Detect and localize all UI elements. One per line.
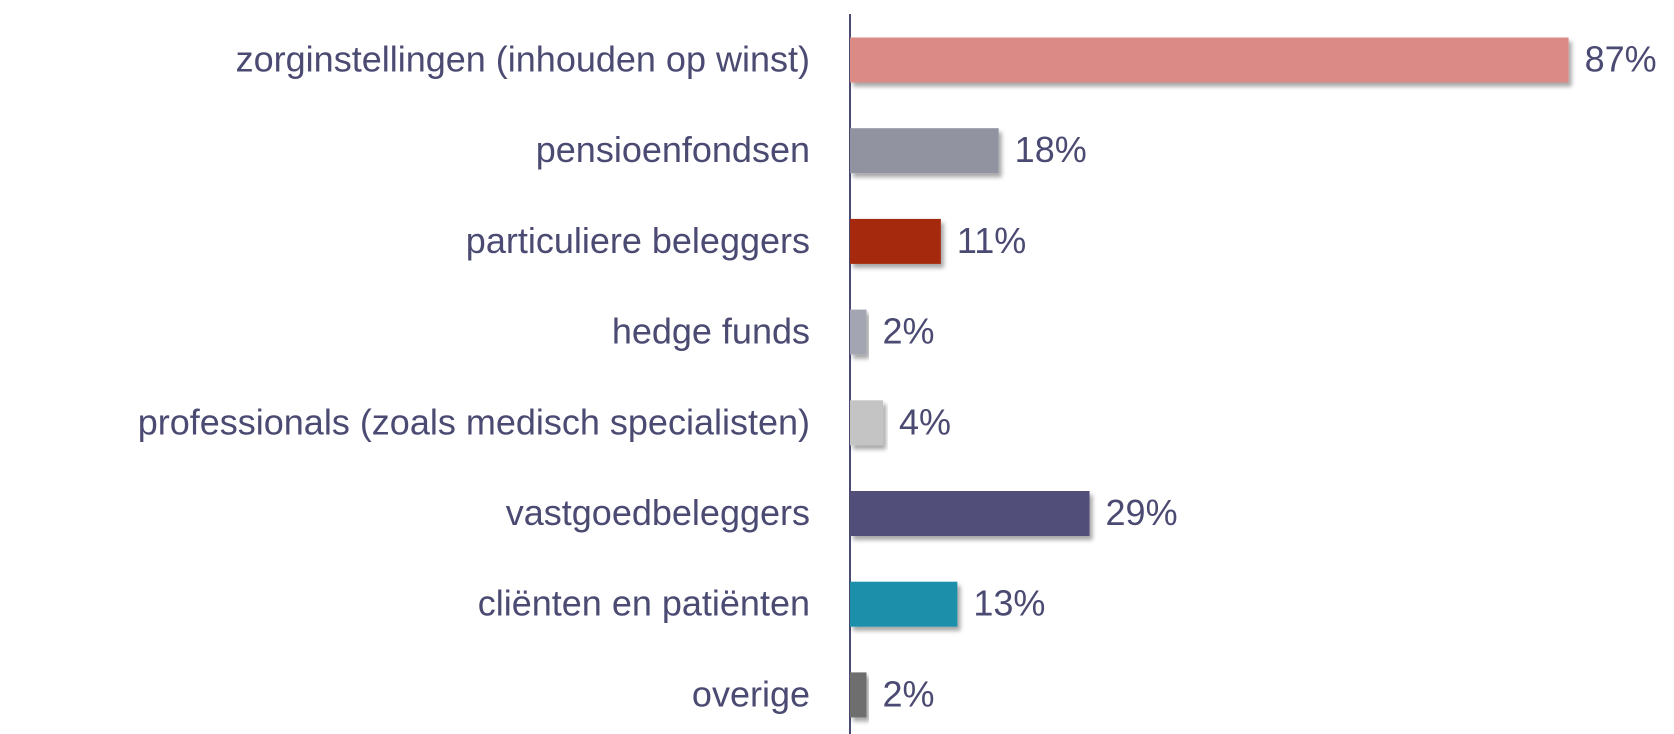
bar xyxy=(850,672,867,718)
value-label: 11% xyxy=(957,220,1026,261)
bar xyxy=(850,581,958,627)
value-label: 87% xyxy=(1585,39,1657,80)
category-label: zorginstellingen (inhouden op winst) xyxy=(236,39,810,80)
category-label: hedge funds xyxy=(612,311,810,352)
bar xyxy=(850,128,999,174)
bar xyxy=(850,400,884,446)
category-label: pensioenfondsen xyxy=(536,129,810,170)
value-label: 29% xyxy=(1106,492,1178,533)
value-label: 2% xyxy=(883,311,935,352)
bar xyxy=(850,37,1569,83)
bar xyxy=(850,491,1090,536)
value-label: 18% xyxy=(1015,129,1087,170)
category-label: particuliere beleggers xyxy=(466,220,810,261)
value-label: 2% xyxy=(883,673,935,714)
value-label: 13% xyxy=(973,583,1045,624)
bar xyxy=(850,309,867,355)
category-label: vastgoedbeleggers xyxy=(506,492,810,533)
category-label: professionals (zoals medisch specialiste… xyxy=(138,401,810,442)
value-label: 4% xyxy=(899,401,951,442)
category-label: overige xyxy=(692,673,810,714)
category-label: cliënten en patiënten xyxy=(478,583,810,624)
bar xyxy=(850,218,941,264)
